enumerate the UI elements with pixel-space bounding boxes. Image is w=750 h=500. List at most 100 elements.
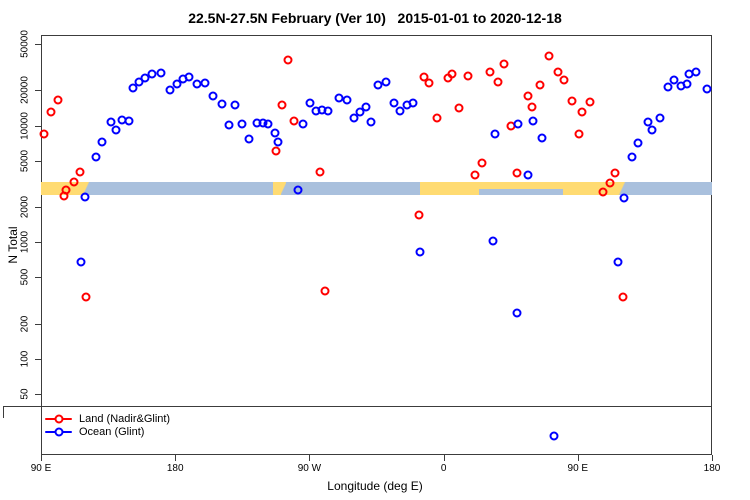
data-point-ocean	[627, 152, 637, 162]
data-point-ocean	[305, 98, 315, 108]
data-point-ocean	[513, 119, 523, 129]
data-point-ocean	[156, 68, 166, 78]
data-point-ocean	[172, 79, 182, 89]
surface-band-segment-land	[419, 182, 480, 195]
x-axis-tick	[309, 455, 311, 461]
data-point-ocean	[184, 72, 194, 82]
y-axis-tick-label: 500	[19, 268, 31, 286]
data-point-ocean	[647, 125, 657, 135]
data-point-ocean	[263, 119, 273, 129]
surface-band-segment-coast	[618, 182, 626, 195]
data-point-ocean	[217, 99, 227, 109]
data-point-ocean	[381, 77, 391, 87]
data-point-ocean	[655, 113, 665, 123]
data-point-land	[271, 146, 281, 156]
legend-item-land: Land (Nadir&Glint)	[45, 412, 170, 425]
y-axis-tick-label: 1000	[19, 231, 31, 254]
data-point-land	[39, 129, 49, 139]
land-series-symbol	[45, 414, 72, 423]
data-point-ocean	[633, 138, 643, 148]
data-point-land	[553, 67, 563, 77]
data-point-land	[424, 78, 434, 88]
surface-band-segment-land	[272, 182, 282, 195]
data-point-ocean	[512, 308, 522, 318]
data-point-ocean	[244, 134, 254, 144]
data-point-ocean	[488, 236, 498, 246]
ocean-series-symbol	[45, 427, 72, 436]
x-axis-tick-label: 90 W	[297, 463, 322, 474]
data-point-ocean	[224, 120, 234, 130]
legend-item-ocean: Ocean (Glint)	[45, 425, 170, 438]
data-point-land	[432, 113, 442, 123]
x-axis-label: Longitude (deg E)	[327, 479, 423, 493]
data-point-ocean	[682, 79, 692, 89]
data-point-ocean	[349, 113, 359, 123]
data-point-ocean	[230, 100, 240, 110]
legend-separator-line	[3, 406, 712, 407]
data-point-land	[69, 177, 79, 187]
data-point-ocean	[76, 257, 86, 267]
data-point-land	[59, 191, 69, 201]
x-axis-tick-label: 180	[166, 463, 184, 474]
legend-label-ocean: Ocean (Glint)	[79, 425, 145, 438]
data-point-ocean	[111, 125, 121, 135]
y-axis-tick-label: 5000	[19, 149, 31, 172]
data-point-ocean	[298, 119, 308, 129]
data-point-land	[283, 55, 293, 65]
y-axis-tick-label: 20000	[19, 76, 31, 105]
data-point-land	[567, 96, 577, 106]
surface-band-segment-coast	[82, 182, 89, 195]
data-point-ocean	[663, 82, 673, 92]
data-point-ocean	[208, 91, 218, 101]
data-point-land	[512, 168, 522, 178]
surface-band-segment-ocean	[88, 182, 273, 195]
y-axis-tick-label: 100	[19, 350, 31, 368]
land-legend-circle-icon	[54, 414, 63, 423]
data-point-land	[463, 71, 473, 81]
data-point-ocean	[124, 116, 134, 126]
data-point-ocean	[192, 79, 202, 89]
surface-band-segment-coast	[281, 182, 287, 195]
data-point-land	[81, 292, 91, 302]
data-point-ocean	[490, 129, 500, 139]
data-point-ocean	[537, 133, 547, 143]
y-axis-tick	[35, 160, 41, 162]
y-axis-tick-label: 50000	[19, 30, 31, 58]
x-axis-tick-label: 90 E	[567, 463, 589, 474]
data-point-land	[535, 80, 545, 90]
data-point-ocean	[643, 117, 653, 127]
data-point-land	[289, 116, 299, 126]
data-point-ocean	[669, 75, 679, 85]
y-axis-tick	[35, 125, 41, 127]
surface-band-segment-ocean	[286, 182, 420, 195]
data-point-ocean	[702, 84, 712, 94]
data-point-ocean	[200, 78, 210, 88]
data-point-land	[477, 158, 487, 168]
legend: Land (Nadir&Glint) Ocean (Glint)	[45, 412, 170, 438]
data-point-ocean	[97, 137, 107, 147]
y-axis-tick	[35, 43, 41, 45]
data-point-ocean	[361, 102, 371, 112]
data-point-land	[53, 95, 63, 105]
data-point-ocean	[408, 98, 418, 108]
data-point-ocean	[106, 117, 116, 127]
data-point-land	[277, 100, 287, 110]
data-point-ocean	[613, 257, 623, 267]
data-point-ocean	[91, 152, 101, 162]
data-point-ocean	[147, 69, 157, 79]
data-point-ocean	[395, 106, 405, 116]
data-point-ocean	[415, 247, 425, 257]
x-axis-tick-label: 180	[703, 463, 721, 474]
data-point-land	[527, 102, 537, 112]
y-axis-tick	[35, 358, 41, 360]
x-axis-tick	[41, 455, 42, 461]
y-axis-tick-label: 2000	[19, 195, 31, 219]
data-point-ocean	[273, 137, 283, 147]
data-point-land	[610, 168, 620, 178]
data-point-land	[605, 178, 615, 188]
y-axis-tick-label: 50	[19, 388, 31, 400]
y-axis-tick	[35, 242, 41, 244]
data-point-ocean	[619, 193, 629, 203]
x-axis-tick	[712, 455, 713, 461]
